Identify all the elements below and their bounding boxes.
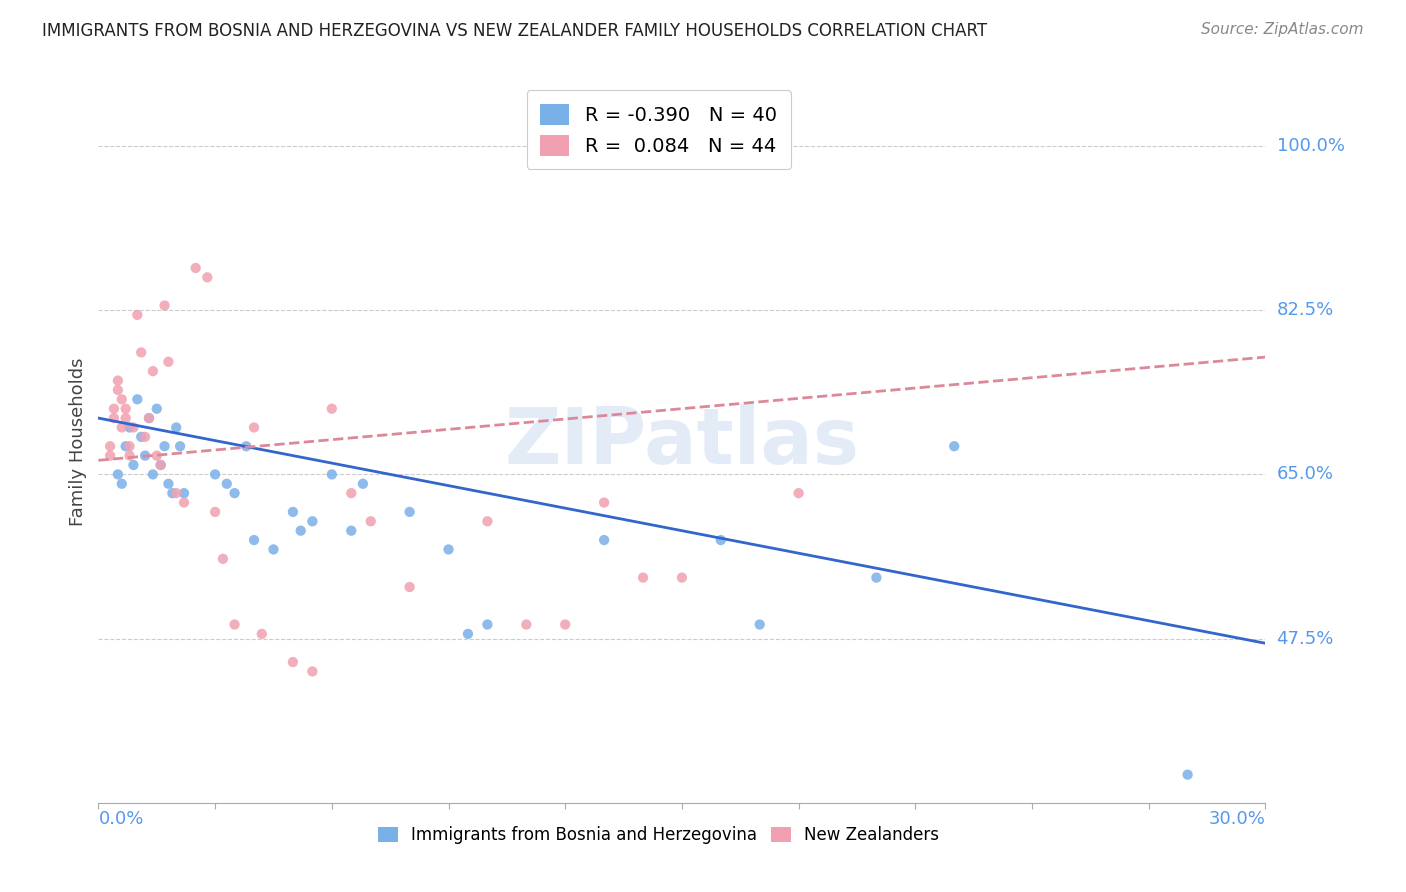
Point <box>748 617 770 632</box>
Point <box>243 420 266 434</box>
Point <box>787 486 810 500</box>
Point <box>153 439 176 453</box>
Point <box>142 364 165 378</box>
Point <box>212 551 235 566</box>
Point <box>134 449 156 463</box>
Point <box>865 571 887 585</box>
Point <box>165 420 187 434</box>
Point <box>107 467 129 482</box>
Point <box>593 533 616 547</box>
Text: ZIPatlas: ZIPatlas <box>505 403 859 480</box>
Point <box>122 458 145 472</box>
Text: 100.0%: 100.0% <box>1277 137 1344 155</box>
Point <box>107 374 129 388</box>
Point <box>360 514 382 528</box>
Point <box>114 411 136 425</box>
Point <box>477 617 499 632</box>
Point <box>157 476 180 491</box>
Text: 0.0%: 0.0% <box>98 810 143 829</box>
Text: 30.0%: 30.0% <box>1209 810 1265 829</box>
Point <box>146 401 169 416</box>
Point <box>398 580 420 594</box>
Point <box>301 665 323 679</box>
Point <box>138 411 160 425</box>
Point <box>103 411 125 425</box>
Point <box>224 617 246 632</box>
Point <box>250 627 273 641</box>
Point <box>554 617 576 632</box>
Point <box>114 439 136 453</box>
Point <box>118 449 141 463</box>
Point <box>321 467 343 482</box>
Point <box>157 355 180 369</box>
Point <box>153 298 176 312</box>
Point <box>671 571 693 585</box>
Point <box>710 533 733 547</box>
Point <box>142 467 165 482</box>
Point <box>146 449 169 463</box>
Point <box>437 542 460 557</box>
Point <box>173 486 195 500</box>
Point <box>111 392 134 407</box>
Point <box>138 411 160 425</box>
Point <box>129 345 152 359</box>
Point <box>340 524 363 538</box>
Point <box>127 392 149 407</box>
Point <box>118 420 141 434</box>
Point <box>281 655 304 669</box>
Text: 82.5%: 82.5% <box>1277 301 1334 319</box>
Point <box>165 486 187 500</box>
Point <box>204 467 226 482</box>
Point <box>98 439 121 453</box>
Point <box>118 439 141 453</box>
Legend: Immigrants from Bosnia and Herzegovina, New Zealanders: Immigrants from Bosnia and Herzegovina, … <box>370 818 948 852</box>
Text: 65.0%: 65.0% <box>1277 466 1333 483</box>
Point <box>515 617 537 632</box>
Point <box>398 505 420 519</box>
Point <box>162 486 184 500</box>
Point <box>477 514 499 528</box>
Point <box>107 383 129 397</box>
Point <box>281 505 304 519</box>
Point <box>149 458 172 472</box>
Text: Source: ZipAtlas.com: Source: ZipAtlas.com <box>1201 22 1364 37</box>
Point <box>169 439 191 453</box>
Point <box>149 458 172 472</box>
Point <box>114 401 136 416</box>
Point <box>262 542 284 557</box>
Text: 47.5%: 47.5% <box>1277 630 1334 648</box>
Point <box>184 260 207 275</box>
Point <box>943 439 966 453</box>
Point <box>127 308 149 322</box>
Point <box>631 571 654 585</box>
Point <box>215 476 238 491</box>
Point <box>243 533 266 547</box>
Point <box>1177 767 1199 781</box>
Text: IMMIGRANTS FROM BOSNIA AND HERZEGOVINA VS NEW ZEALANDER FAMILY HOUSEHOLDS CORREL: IMMIGRANTS FROM BOSNIA AND HERZEGOVINA V… <box>42 22 987 40</box>
Point <box>340 486 363 500</box>
Point <box>457 627 479 641</box>
Point <box>122 420 145 434</box>
Point <box>129 430 152 444</box>
Point <box>321 401 343 416</box>
Point <box>134 430 156 444</box>
Point <box>593 495 616 509</box>
Point <box>290 524 312 538</box>
Point <box>352 476 374 491</box>
Point <box>111 420 134 434</box>
Point <box>224 486 246 500</box>
Point <box>111 476 134 491</box>
Point <box>173 495 195 509</box>
Point <box>235 439 257 453</box>
Point <box>103 401 125 416</box>
Point <box>301 514 323 528</box>
Y-axis label: Family Households: Family Households <box>69 358 87 525</box>
Point <box>204 505 226 519</box>
Point <box>195 270 218 285</box>
Point <box>98 449 121 463</box>
